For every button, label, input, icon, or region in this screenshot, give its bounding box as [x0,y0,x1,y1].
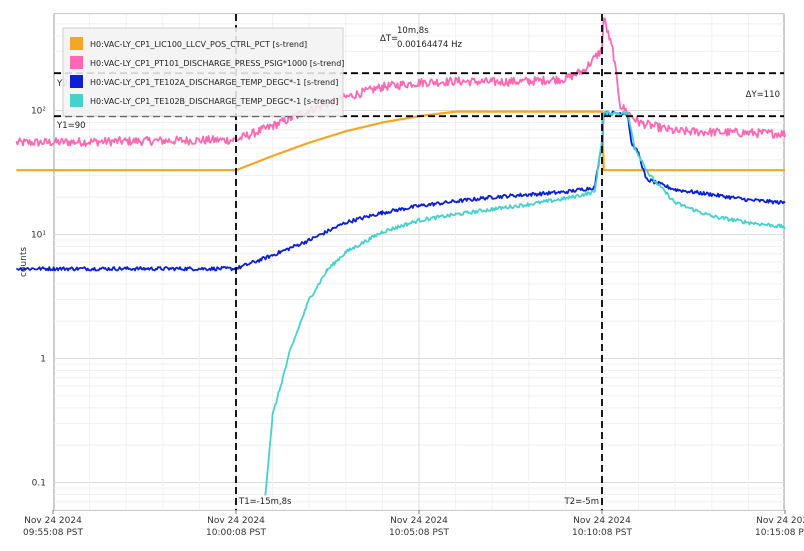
x-tick-label: Nov 24 2024 [207,516,265,526]
legend-label: H0:VAC-LY_CP1_PT101_DISCHARGE_PRESS_PSIG… [90,59,344,68]
delta-t-frequency: 0.00164474 Hz [397,40,462,50]
y-axis-label: counts [19,247,29,277]
delta-y-label: ΔY=110 [746,90,780,100]
legend-label: H0:VAC-LY_CP1_TE102A_DISCHARGE_TEMP_DEGC… [90,78,338,87]
y-tick-label: 10² [31,106,46,116]
series-line-2 [15,17,786,147]
delta-t-value: 10m,8s [397,26,429,36]
x-tick-label: 10:15:08 PST [755,528,804,538]
legend-swatch [70,75,83,88]
y-tick-label: 10¹ [31,230,46,240]
t1-label: T1=-15m,8s [238,497,292,507]
x-tick-label: Nov 24 2024 [390,516,448,526]
x-tick-label: Nov 24 2024 [24,516,82,526]
x-tick-label: 10:00:08 PST [206,528,266,538]
legend-swatch [70,56,83,69]
legend-label: H0:VAC-LY_CP1_TE102B_DISCHARGE_TEMP_DEGC… [90,97,338,106]
legend: H0:VAC-LY_CP1_LIC100_LLCV_POS_CTRL_PCT [… [62,27,344,117]
legend-swatch [70,37,83,50]
series-line-1 [16,110,785,172]
y-tick-label: 1 [40,354,46,364]
x-tick-label: 09:55:08 PST [23,528,83,538]
y1-label: Y1=90 [56,121,86,131]
y-tick-label: 0.1 [32,478,46,488]
delta-t-label: ΔT= [380,34,398,44]
x-tick-label: 10:10:08 PST [572,528,632,538]
legend-label: H0:VAC-LY_CP1_LIC100_LLCV_POS_CTRL_PCT [… [90,40,307,49]
grid [54,14,784,510]
legend-swatch [70,94,83,107]
series-line-4 [264,110,786,496]
x-tick-label: 10:05:08 PST [389,528,449,538]
legend-box [62,27,344,117]
x-tick-label: Nov 24 2024 [756,516,804,526]
x-tick-label: Nov 24 2024 [573,516,631,526]
t2-label: T2=-5m [564,497,599,507]
